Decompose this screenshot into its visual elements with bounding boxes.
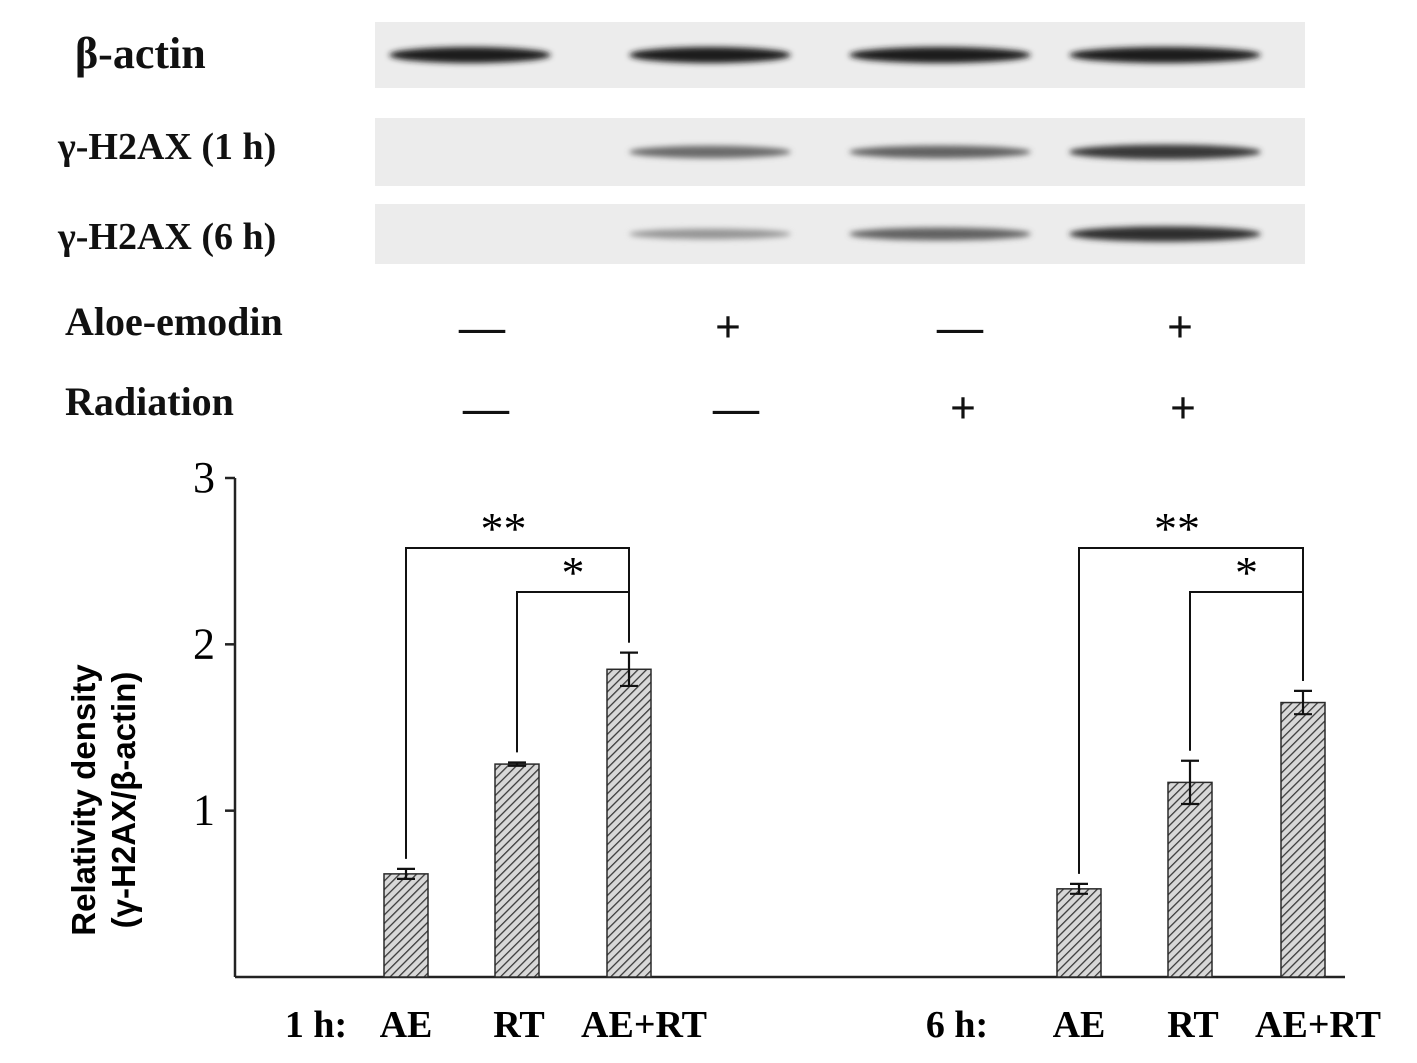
blot-band bbox=[629, 228, 791, 240]
significance-bracket bbox=[1189, 591, 1304, 751]
condition-sign: — bbox=[459, 301, 505, 352]
bar bbox=[1167, 781, 1213, 978]
blot-band bbox=[629, 47, 791, 63]
y-tick-label: 3 bbox=[193, 453, 215, 502]
condition-sign: — bbox=[937, 301, 983, 352]
condition-sign: — bbox=[463, 382, 509, 433]
significance-label: ** bbox=[481, 503, 527, 554]
blot-band bbox=[389, 47, 551, 63]
blot-band bbox=[849, 227, 1031, 241]
condition-sign: — bbox=[713, 382, 759, 433]
blot-band bbox=[1069, 226, 1261, 242]
blot-label-beta-actin: β-actin bbox=[75, 29, 206, 78]
bar bbox=[606, 668, 652, 978]
significance-label: ** bbox=[1154, 503, 1200, 554]
group-label: 1 h: bbox=[285, 1004, 347, 1046]
blot-band bbox=[849, 145, 1031, 159]
bar bbox=[383, 873, 429, 978]
y-axis-label-line1: Relativity density bbox=[65, 664, 102, 936]
significance-bracket bbox=[516, 591, 630, 753]
blot-band bbox=[849, 47, 1031, 63]
bar bbox=[1056, 888, 1102, 978]
condition-sign: + bbox=[1169, 382, 1197, 433]
chart-marks: 1 h: AE RT AE+RT***6 h: AE RT AE+RT*** bbox=[285, 503, 1381, 1046]
blot-band bbox=[1069, 144, 1261, 160]
blot-label-h2ax-1h: γ-H2AX (1 h) bbox=[58, 126, 277, 168]
group-label: 6 h: bbox=[926, 1004, 988, 1046]
condition-label-aloe-emodin: Aloe-emodin bbox=[65, 299, 283, 344]
bar bbox=[1280, 701, 1326, 978]
condition-sign: + bbox=[1166, 301, 1194, 352]
blot-band bbox=[629, 145, 791, 159]
category-label: AE+RT bbox=[1255, 1004, 1381, 1046]
y-axis-label-line2: (γ-H2AX/β-actin) bbox=[105, 672, 142, 929]
y-tick-label: 1 bbox=[193, 786, 215, 835]
category-label: AE bbox=[380, 1004, 433, 1046]
category-label: RT bbox=[493, 1004, 544, 1046]
condition-label-radiation: Radiation bbox=[65, 379, 234, 424]
condition-sign: + bbox=[714, 301, 742, 352]
significance-label: * bbox=[562, 547, 585, 598]
blot-band bbox=[1069, 47, 1261, 63]
y-tick-label: 2 bbox=[193, 619, 215, 668]
category-label: AE+RT bbox=[581, 1004, 707, 1046]
category-label: AE bbox=[1053, 1004, 1106, 1046]
bar bbox=[494, 763, 540, 978]
significance-label: * bbox=[1235, 547, 1258, 598]
blot-image bbox=[375, 22, 1305, 264]
condition-sign: + bbox=[949, 382, 977, 433]
blot-label-h2ax-6h: γ-H2AX (6 h) bbox=[58, 216, 277, 258]
chart-axes: 1 2 3 bbox=[193, 453, 1345, 979]
category-label: RT bbox=[1167, 1004, 1218, 1046]
